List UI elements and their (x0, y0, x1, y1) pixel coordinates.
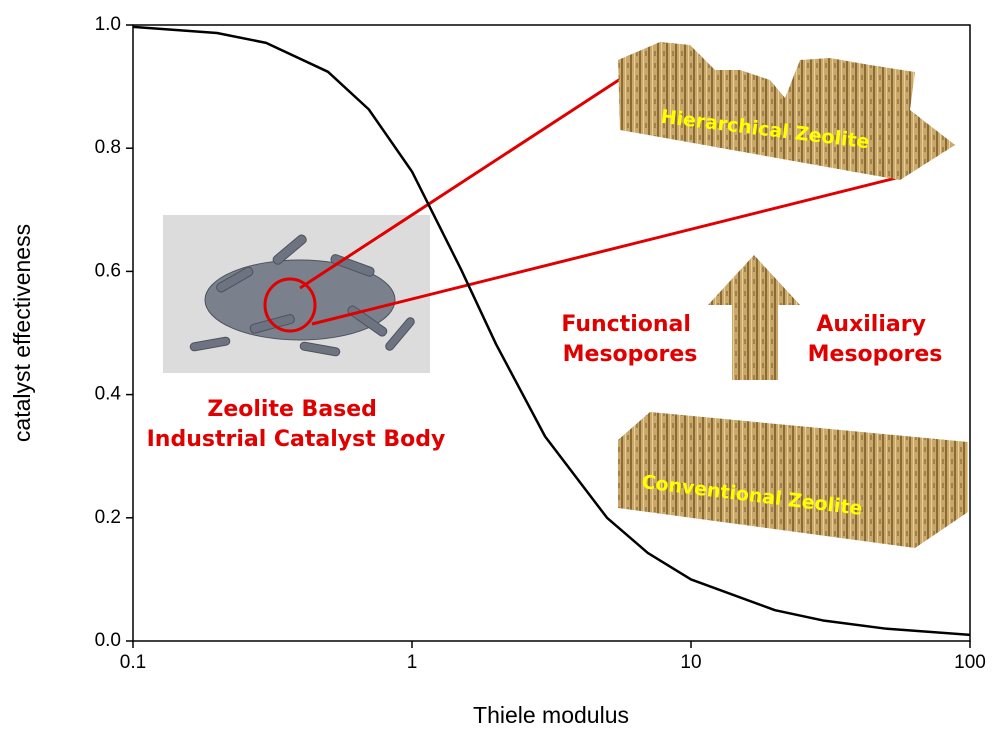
catalyst-photo (163, 215, 430, 373)
x-tick-label: 0.1 (120, 652, 146, 673)
x-tick-label: 100 (954, 652, 986, 673)
x-axis-label: Thiele modulus (473, 702, 629, 728)
annotation: Functional Mesopores (561, 312, 698, 367)
y-tick-label: 0.8 (95, 137, 121, 158)
x-tick-label: 1 (407, 652, 418, 673)
chart: Zeolite Based Industrial Catalyst Body F… (0, 0, 993, 734)
y-tick-label: 0.2 (95, 507, 121, 528)
arrow (708, 255, 800, 380)
y-tick-label: 0.6 (95, 260, 121, 281)
annotation: Zeolite Based Industrial Catalyst Body (147, 397, 446, 452)
y-tick-label: 1.0 (95, 14, 121, 35)
x-tick-label: 10 (680, 652, 701, 673)
y-tick-label: 0.0 (95, 630, 121, 651)
page: {"chart_data": {"type": "line", "xlabel"… (0, 0, 993, 734)
y-tick-label: 0.4 (95, 384, 122, 405)
y-axis-label: catalyst effectiveness (9, 224, 35, 442)
annotation: Auxiliary Mesopores (808, 312, 943, 367)
